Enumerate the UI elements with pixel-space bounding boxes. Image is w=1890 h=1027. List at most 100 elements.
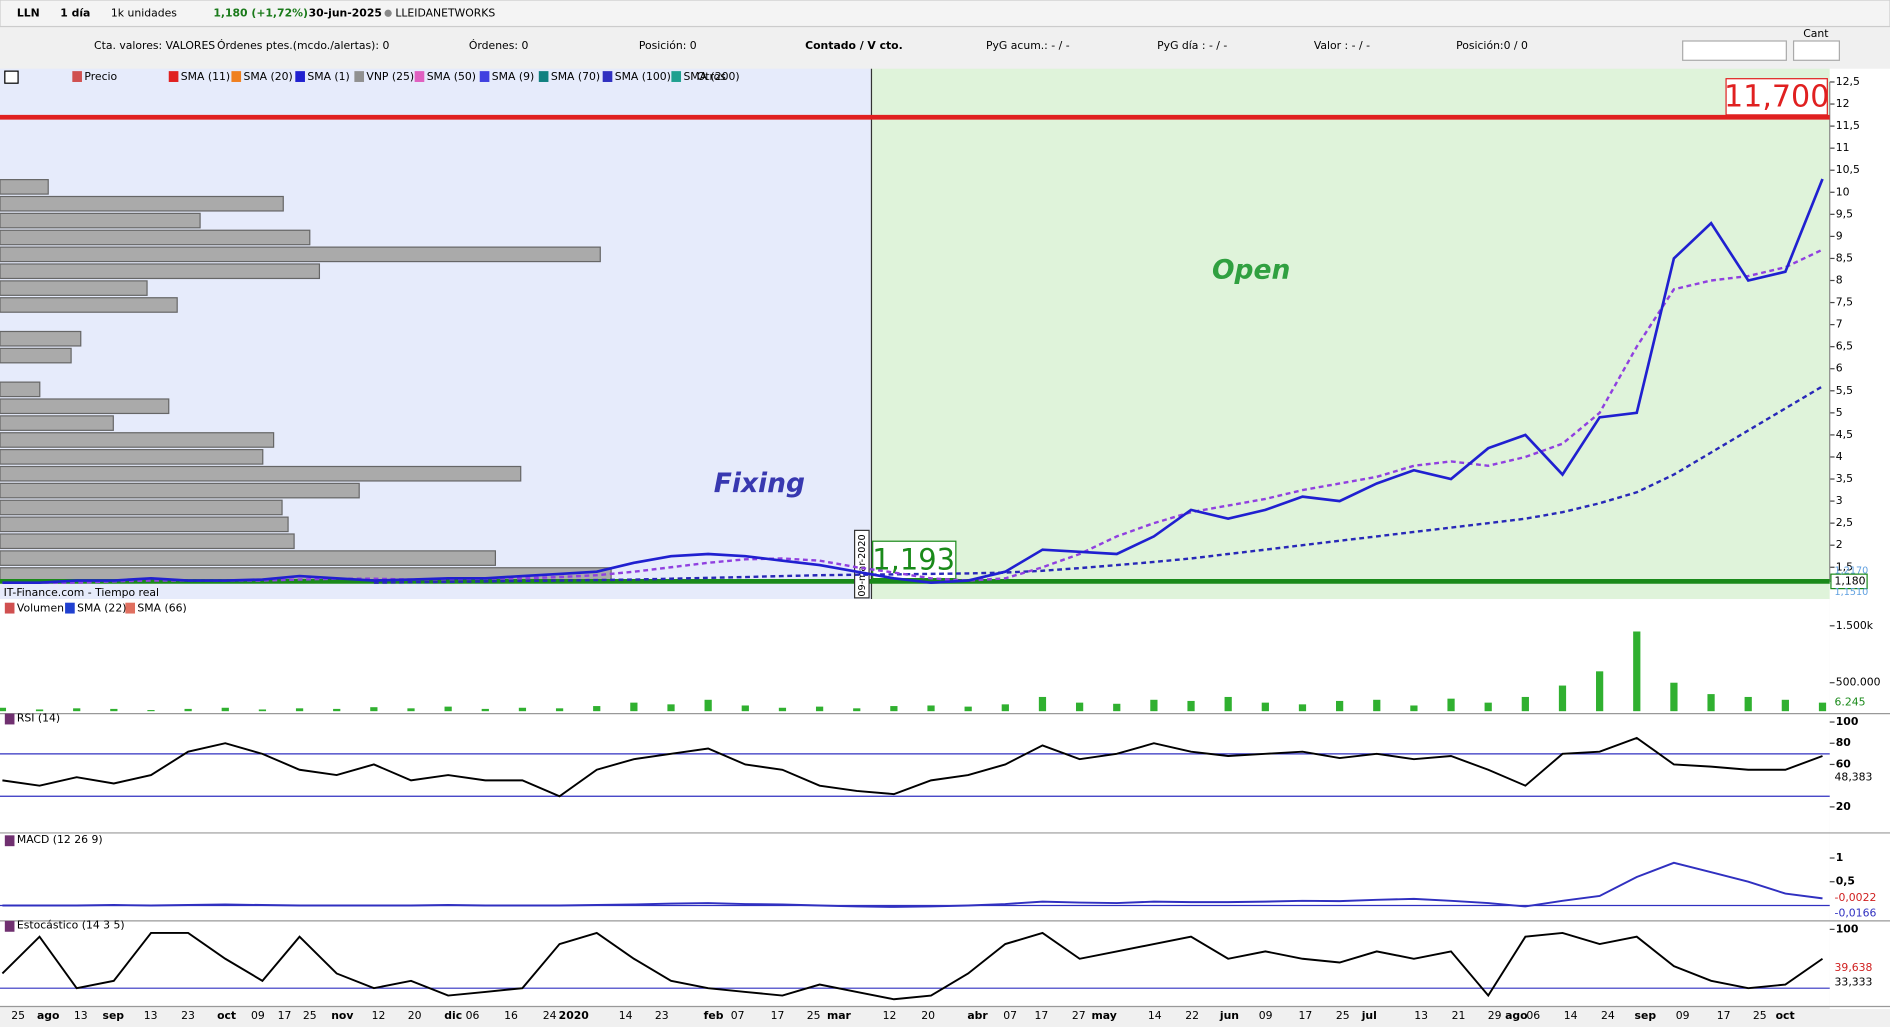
volume-bar (481, 708, 489, 712)
volume-bar (1818, 702, 1827, 712)
legend-swatch (414, 71, 425, 82)
x-tick-label: jul (1361, 1009, 1377, 1022)
volume-bar (927, 705, 935, 712)
status-item: Órdenes ptes.(mcdo./alertas): 0 (217, 39, 390, 52)
last-volume: 6.245 (1835, 696, 1866, 709)
y-tick-label: 12,5 (1836, 75, 1860, 88)
y-tick-label: 7,5 (1836, 296, 1853, 309)
x-tick-label: ago (1505, 1009, 1528, 1022)
macd-last: -0,0022 (1835, 891, 1877, 904)
volume-bar (1075, 702, 1084, 712)
interval[interactable]: 1 día (60, 6, 90, 19)
account-select[interactable] (1682, 40, 1787, 61)
y-tick-label: 10,5 (1836, 163, 1860, 176)
indicator-area (0, 599, 1830, 1007)
legend-swatch (4, 835, 15, 847)
legend-label: SMA (22) (77, 602, 126, 615)
volume-bar (1261, 702, 1269, 712)
x-tick-label: 17 (1035, 1009, 1049, 1022)
x-tick-label: feb (704, 1009, 724, 1022)
volume-bar (1633, 631, 1641, 712)
x-tick-label: 14 (619, 1009, 633, 1022)
legend-swatch (72, 71, 82, 82)
volume-bar (221, 707, 229, 712)
legend-label: SMA (66) (137, 602, 186, 615)
legend-swatch (231, 71, 242, 82)
x-tick-label: 20 (408, 1009, 422, 1022)
x-tick-label: 25 (303, 1009, 317, 1022)
legend-swatch (125, 602, 135, 614)
y-tick-label: 7 (1836, 318, 1843, 331)
symbol[interactable]: LLN (17, 6, 40, 19)
x-tick-label: 09 (251, 1009, 265, 1022)
volume-bar (1150, 699, 1158, 712)
volume-bar (110, 708, 118, 712)
legend-swatch (295, 71, 305, 82)
volume-bar (1373, 699, 1381, 712)
volume-bar (295, 708, 304, 712)
x-tick-label: 2020 (559, 1009, 590, 1022)
date: 30-jun-2025 (309, 6, 382, 19)
open-label: Open (1212, 255, 1290, 286)
x-tick-label: sep (103, 1009, 125, 1022)
right-axis (1829, 68, 1890, 1009)
x-tick-label: 13 (144, 1009, 158, 1022)
volume-bar (1707, 694, 1715, 712)
y-tick-label: 60 (1836, 757, 1852, 770)
status-item: Cta. valores: VALORES (94, 39, 215, 52)
y-tick-label: 1 (1836, 851, 1844, 864)
chart-layer: 12,51211,51110,5109,598,587,576,565,554,… (0, 70, 1881, 1022)
volume-bar (1113, 703, 1121, 712)
company: LLEIDANETWORKS (395, 6, 495, 19)
quantity-input[interactable] (1792, 40, 1840, 61)
y-tick-label: 12 (1836, 97, 1850, 110)
open-zone (871, 68, 1830, 600)
y-tick-label: 8,5 (1836, 251, 1853, 264)
y-tick-label: 8 (1836, 274, 1843, 287)
x-tick-label: 17 (1299, 1009, 1313, 1022)
y-tick-label: 11,5 (1836, 119, 1860, 132)
volume-bar (1596, 671, 1604, 712)
legend-swatch (65, 602, 75, 614)
legend-label: SMA (1) (307, 70, 349, 83)
x-tick-label: 12 (372, 1009, 386, 1022)
volume-bar (741, 705, 749, 712)
stoch-last: 33,333 (1835, 975, 1873, 988)
x-tick-label: 14 (1564, 1009, 1578, 1022)
volume-bar (444, 706, 452, 712)
legend-label: SMA (9) (492, 70, 534, 83)
volume-bar (778, 707, 787, 712)
x-tick-label: 22 (1185, 1009, 1199, 1022)
x-tick-label: 23 (181, 1009, 195, 1022)
x-tick-label: 27 (1072, 1009, 1086, 1022)
x-tick-label: 07 (1003, 1009, 1017, 1022)
volume-bar (555, 708, 564, 712)
legend-label[interactable]: Otros (697, 70, 727, 83)
volume-bar (1187, 700, 1195, 712)
y-tick-label: 4,5 (1836, 428, 1853, 441)
volume-bar (890, 706, 898, 712)
x-tick-label: 09 (1676, 1009, 1690, 1022)
legend-label: Volumen (17, 602, 64, 615)
open-date: 09-mar-2020 (857, 534, 868, 596)
units[interactable]: 1k unidades (111, 6, 177, 19)
volume-bar (1558, 685, 1567, 712)
macd-last: -0,0166 (1835, 907, 1877, 920)
x-tick-label: 21 (1452, 1009, 1466, 1022)
x-tick-label: 13 (1414, 1009, 1428, 1022)
fixing-label: Fixing (714, 468, 805, 499)
volume-bar (1298, 704, 1307, 712)
x-tick-label: jun (1219, 1009, 1239, 1022)
source: IT-Finance.com - Tiempo real (4, 586, 159, 599)
resistance-label: 11,700 (1724, 79, 1829, 114)
volume-bar (853, 708, 861, 712)
last-price: 1,180 (+1,72%) (213, 6, 308, 19)
legend-swatch (354, 71, 365, 82)
volume-bar (704, 699, 712, 712)
x-tick-label: 17 (278, 1009, 292, 1022)
y-tick-label: 100 (1836, 715, 1859, 728)
volume-bar (370, 707, 378, 712)
y-tick-label: 5,5 (1836, 384, 1853, 397)
volume-bar (184, 708, 192, 712)
volume-bar (73, 708, 81, 712)
